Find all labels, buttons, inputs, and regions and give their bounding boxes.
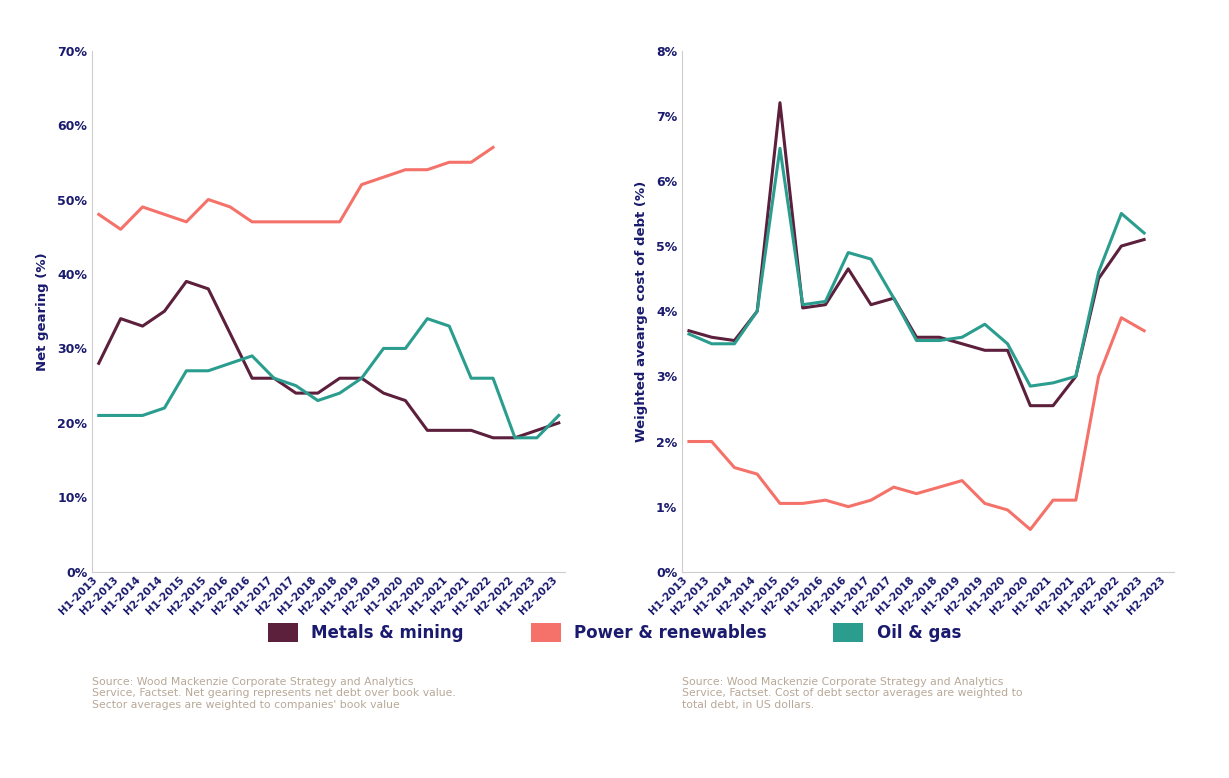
Y-axis label: Weighted avearge cost of debt (%): Weighted avearge cost of debt (%): [634, 180, 648, 442]
Y-axis label: Net gearing (%): Net gearing (%): [36, 252, 49, 370]
Text: Source: Wood Mackenzie Corporate Strategy and Analytics
Service, Factset. Net ge: Source: Wood Mackenzie Corporate Strateg…: [92, 677, 456, 710]
Text: Source: Wood Mackenzie Corporate Strategy and Analytics
Service, Factset. Cost o: Source: Wood Mackenzie Corporate Strateg…: [682, 677, 1023, 710]
Legend: Metals & mining, Power & renewables, Oil & gas: Metals & mining, Power & renewables, Oil…: [262, 616, 967, 649]
